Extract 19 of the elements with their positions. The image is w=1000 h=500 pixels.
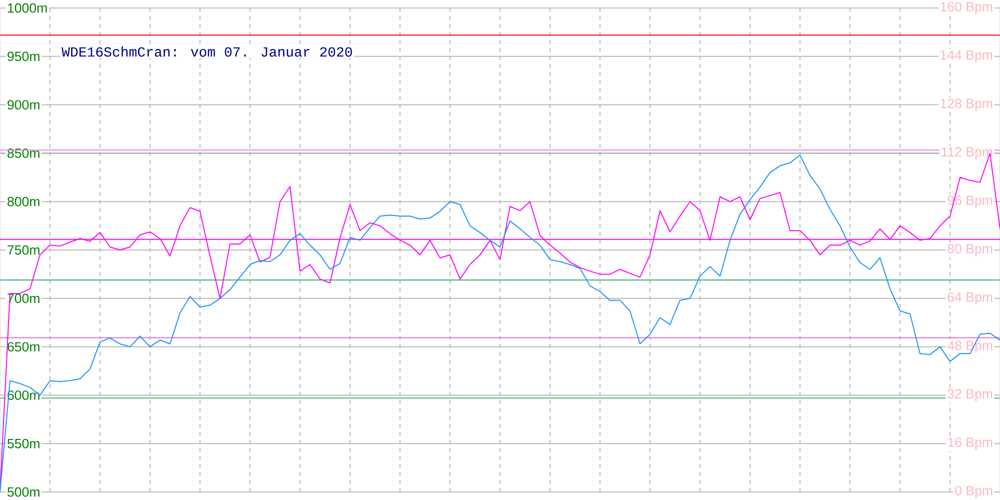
y2-tick-label: 128 Bpm	[940, 98, 992, 111]
y2-tick-label: 64 Bpm	[948, 292, 992, 304]
y2-tick-label: 32 Bpm	[948, 389, 992, 402]
y2-tick-label: 80 Bpm	[948, 244, 992, 256]
y-tick-label: 650m	[8, 342, 40, 352]
y-tick-label: 850m	[8, 148, 40, 158]
y2-tick-label: 160 Bpm	[940, 2, 992, 14]
y2-tick-label: 144 Bpm	[940, 50, 992, 62]
y2-tick-label: 0 Bpm	[955, 486, 992, 498]
y2-tick-label: 16 Bpm	[948, 438, 992, 450]
text: WDE16SchmCran: vom 07. Januar 2020	[62, 46, 352, 57]
y-tick-label: 1000m	[8, 3, 47, 13]
y-tick-label: 950m	[8, 52, 40, 62]
y-tick-label: 900m	[8, 100, 40, 110]
y-tick-label: 750m	[8, 245, 40, 255]
y-tick-label: 550m	[7, 438, 40, 448]
y-tick-label: 500m	[7, 487, 40, 497]
y2-tick-label: 112 Bpm	[942, 147, 992, 160]
y-tick-label: 800m	[8, 196, 40, 206]
